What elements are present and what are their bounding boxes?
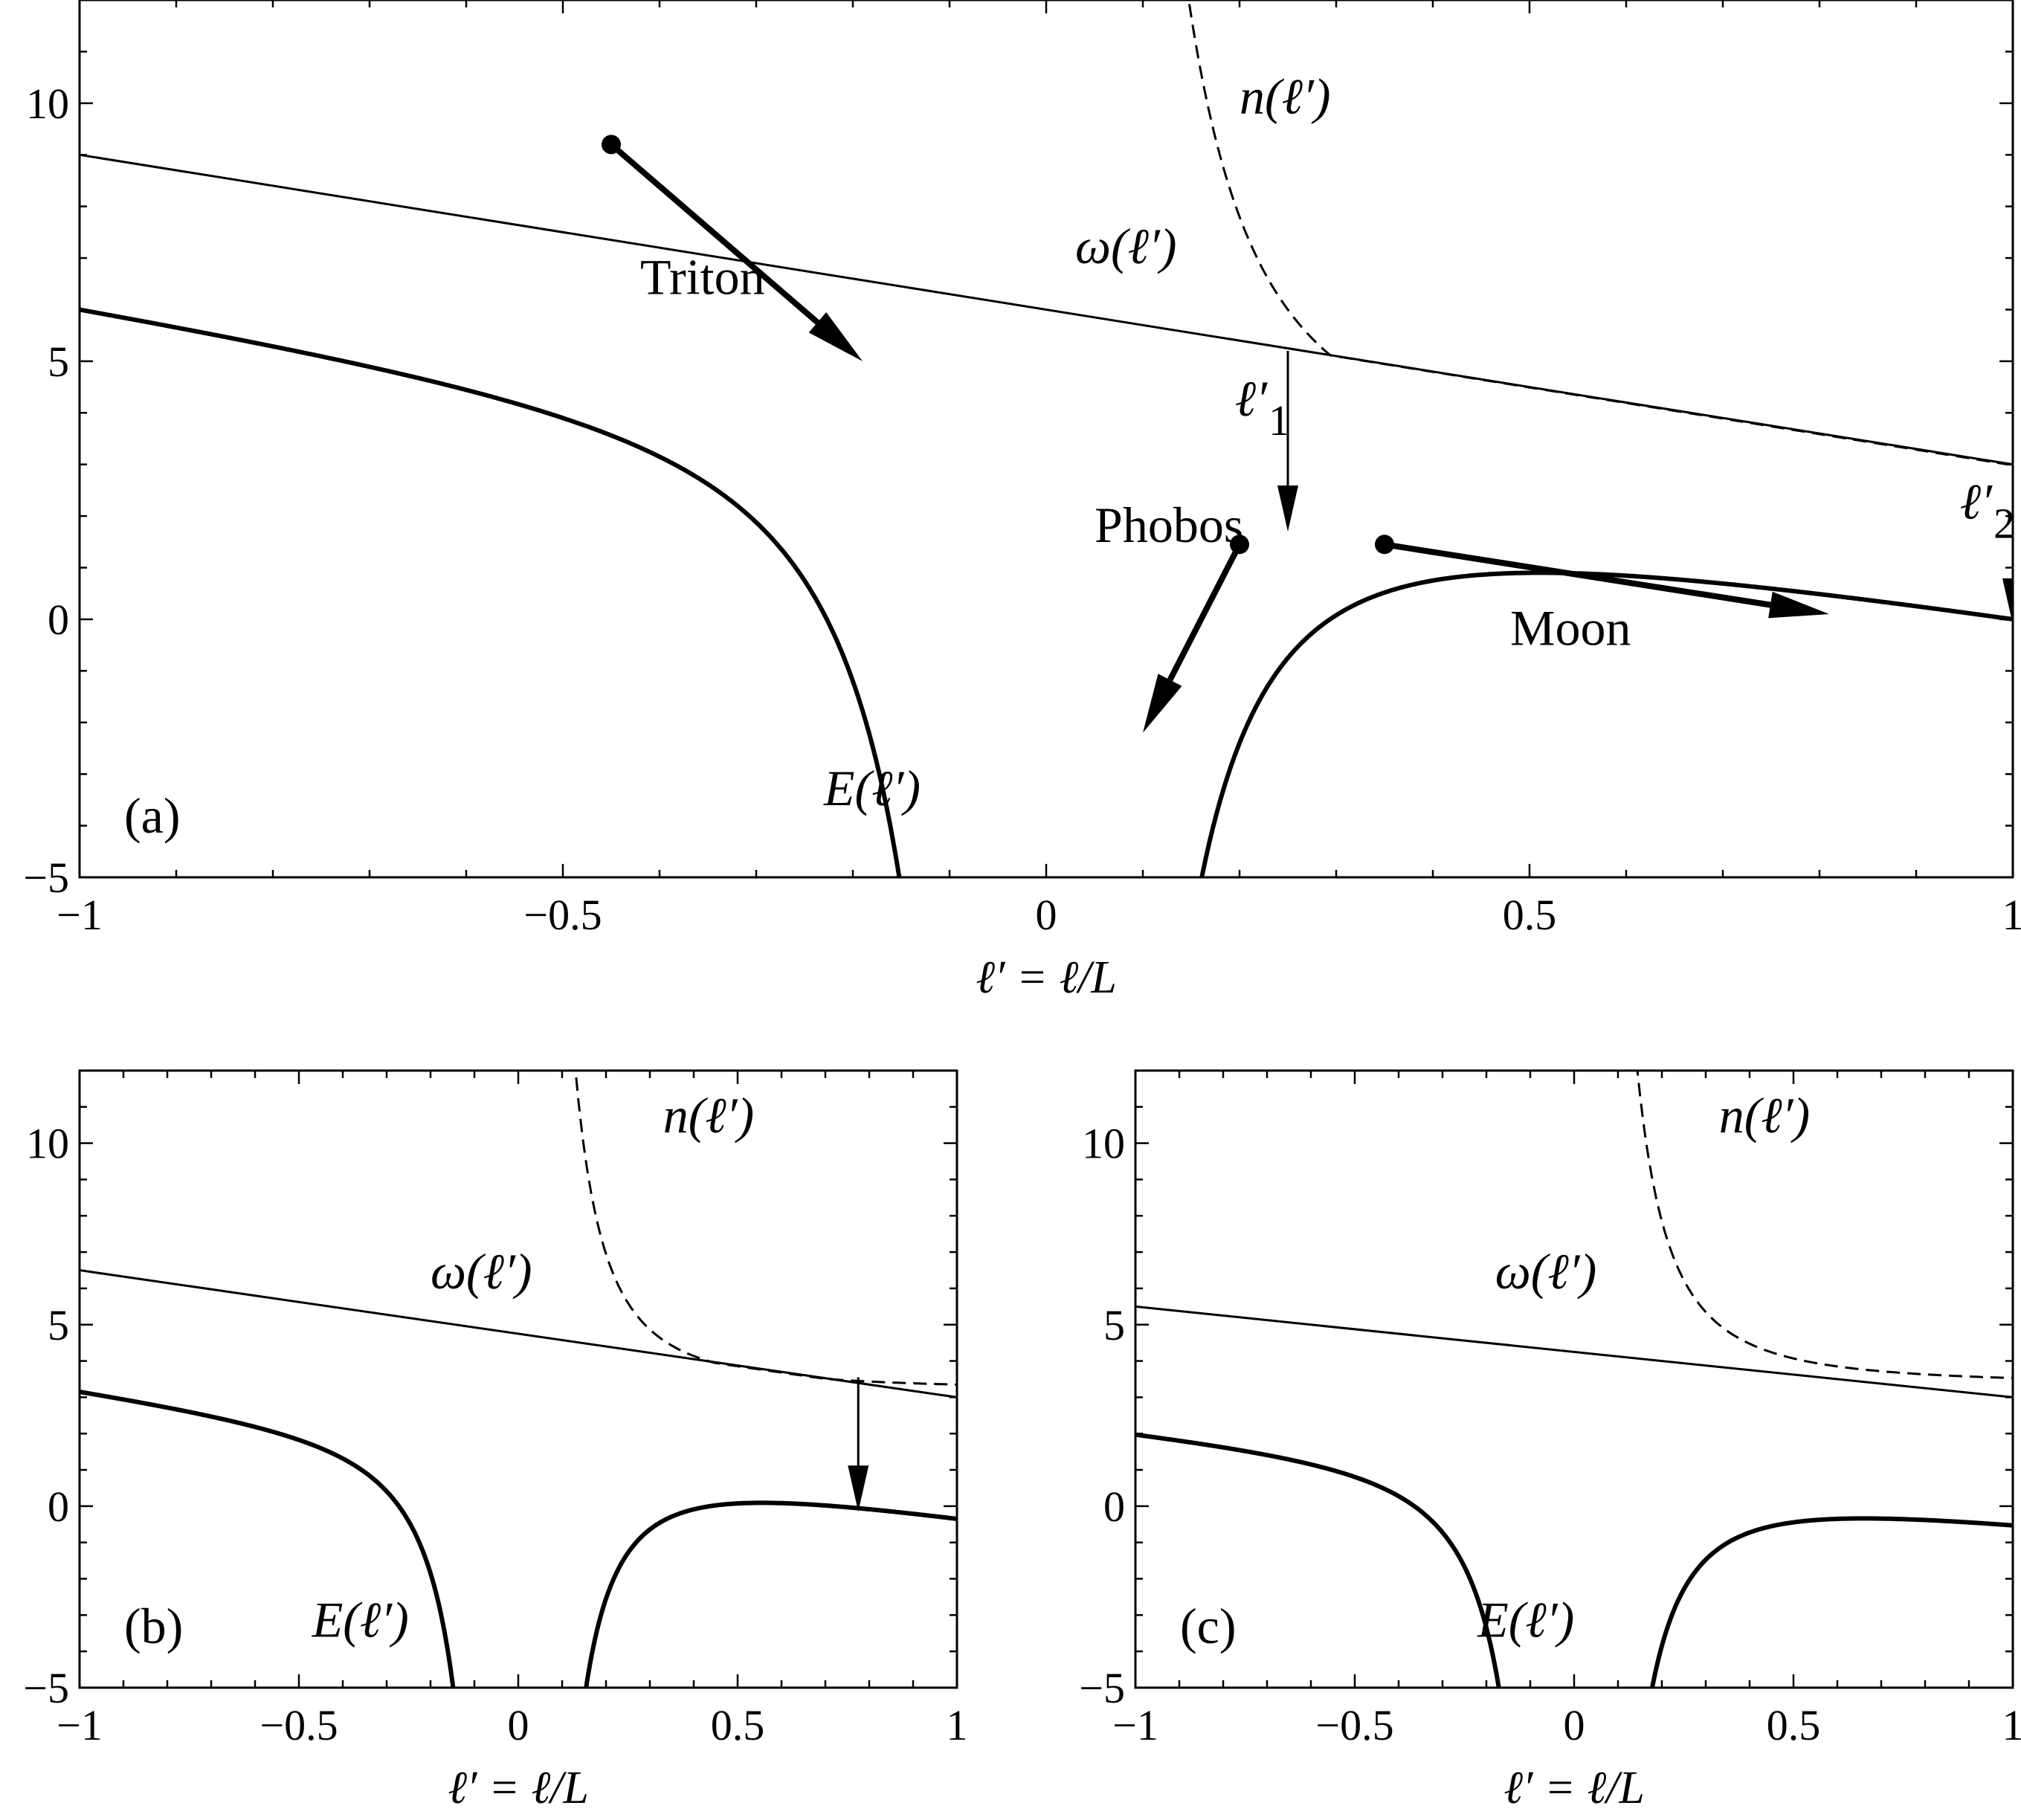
drop-arrowhead bbox=[848, 1465, 869, 1512]
drop-arrow-label: ℓ′ bbox=[1235, 370, 1268, 427]
y-tick-label: 10 bbox=[1082, 1120, 1125, 1168]
n-label: n(ℓ′) bbox=[1240, 68, 1331, 125]
x-tick-label: −1 bbox=[1112, 1701, 1158, 1749]
n-label: n(ℓ′) bbox=[663, 1087, 755, 1143]
x-tick-label: −1 bbox=[57, 1701, 103, 1749]
panel-label: (a) bbox=[124, 787, 180, 844]
plot-area bbox=[80, 0, 2013, 877]
drop-arrow-label-subscript: 2 bbox=[1993, 500, 2015, 548]
flow-arrow-shaft bbox=[609, 142, 820, 325]
y-tick-label: 0 bbox=[48, 1482, 69, 1531]
x-tick-label: 0.5 bbox=[711, 1701, 765, 1749]
omega-line bbox=[1135, 1305, 2013, 1398]
E-curve-right-branch bbox=[584, 1500, 957, 1688]
x-tick-label: 0 bbox=[1564, 1701, 1585, 1749]
x-tick-label: −0.5 bbox=[523, 891, 602, 939]
plot-area bbox=[80, 1071, 957, 1688]
annotation-triton: Triton bbox=[640, 249, 765, 306]
omega-line bbox=[80, 153, 2013, 466]
omega-label: ω(ℓ′) bbox=[431, 1243, 532, 1300]
flow-arrow-shaft bbox=[1167, 543, 1242, 682]
panel-c: −1 −0.5 0 0.5 1 −5 0 5 10 ℓ′ = ℓ/L ω(ℓ′) n(ℓ′) E(ℓ′)… bbox=[1079, 1069, 2021, 1813]
y-tick-label: 5 bbox=[48, 1301, 69, 1349]
plot-frame bbox=[78, 1069, 958, 1689]
y-tick-label: 10 bbox=[26, 80, 69, 128]
x-tick-label: 0 bbox=[1036, 891, 1057, 939]
panel-label: (c) bbox=[1180, 1598, 1236, 1654]
E-curve-right-branch bbox=[1649, 1516, 2013, 1688]
x-tick-label: 1 bbox=[2002, 891, 2021, 939]
drop-arrow-label-subscript: 1 bbox=[1269, 396, 1290, 445]
flow-arrowhead bbox=[1143, 674, 1182, 733]
omega-label: ω(ℓ′) bbox=[1075, 218, 1177, 274]
y-tick-label: 5 bbox=[48, 338, 69, 386]
drop-arrowhead bbox=[2002, 578, 2013, 625]
x-axis-label: ℓ′ = ℓ/L bbox=[976, 952, 1117, 1003]
E-label: E(ℓ′) bbox=[312, 1592, 409, 1648]
x-tick-label: 0 bbox=[508, 1701, 529, 1749]
x-tick-label: 1 bbox=[2002, 1701, 2021, 1749]
x-axis-label: ℓ′ = ℓ/L bbox=[1503, 1763, 1645, 1813]
y-tick-label: −5 bbox=[23, 853, 69, 902]
E-curve-left-branch bbox=[80, 1390, 456, 1688]
drop-arrowhead bbox=[1277, 485, 1298, 532]
drop-arrow-label: ℓ′ bbox=[1960, 474, 1993, 530]
E-curve-left-branch bbox=[1135, 1432, 1501, 1688]
y-tick-label: 0 bbox=[1103, 1482, 1125, 1531]
panel-label: (b) bbox=[124, 1598, 183, 1654]
E-curve-right-branch bbox=[1199, 570, 2013, 877]
n-label: n(ℓ′) bbox=[1719, 1087, 1811, 1143]
x-tick-label: −0.5 bbox=[1315, 1701, 1393, 1749]
flow-arrowhead bbox=[808, 312, 863, 361]
x-tick-label: −0.5 bbox=[260, 1701, 338, 1749]
x-tick-label: 0.5 bbox=[1767, 1701, 1821, 1749]
n-curve bbox=[574, 1071, 957, 1386]
n-curve bbox=[1187, 0, 2013, 466]
annotation-phobos: Phobos bbox=[1095, 497, 1243, 553]
E-label: E(ℓ′) bbox=[1477, 1592, 1574, 1648]
y-tick-label: 0 bbox=[48, 596, 69, 644]
y-tick-label: 5 bbox=[1103, 1301, 1125, 1349]
x-tick-label: 0.5 bbox=[1503, 891, 1557, 939]
E-label: E(ℓ′) bbox=[823, 760, 921, 816]
omega-label: ω(ℓ′) bbox=[1495, 1243, 1597, 1300]
y-tick-label: −5 bbox=[1079, 1664, 1125, 1712]
plot-frame bbox=[1134, 1069, 2014, 1689]
flow-arrowhead bbox=[1768, 591, 1829, 619]
y-tick-label: −5 bbox=[23, 1664, 69, 1712]
x-tick-label: −1 bbox=[57, 891, 103, 939]
x-axis-label: ℓ′ = ℓ/L bbox=[448, 1763, 589, 1813]
x-tick-label: 1 bbox=[947, 1701, 968, 1749]
y-tick-label: 10 bbox=[26, 1120, 69, 1168]
plot-area bbox=[1135, 1071, 2013, 1688]
annotation-moon: Moon bbox=[1510, 600, 1631, 656]
plot-frame bbox=[78, 0, 2014, 879]
n-curve bbox=[1636, 1071, 2013, 1379]
E-curve-left-branch bbox=[80, 307, 902, 877]
panel-b: −1 −0.5 0 0.5 1 −5 0 5 10 ℓ′ = ℓ/L ω(ℓ′) n(ℓ′) E(ℓ′)… bbox=[23, 1069, 968, 1813]
flow-arrow-shaft bbox=[1384, 541, 1771, 608]
